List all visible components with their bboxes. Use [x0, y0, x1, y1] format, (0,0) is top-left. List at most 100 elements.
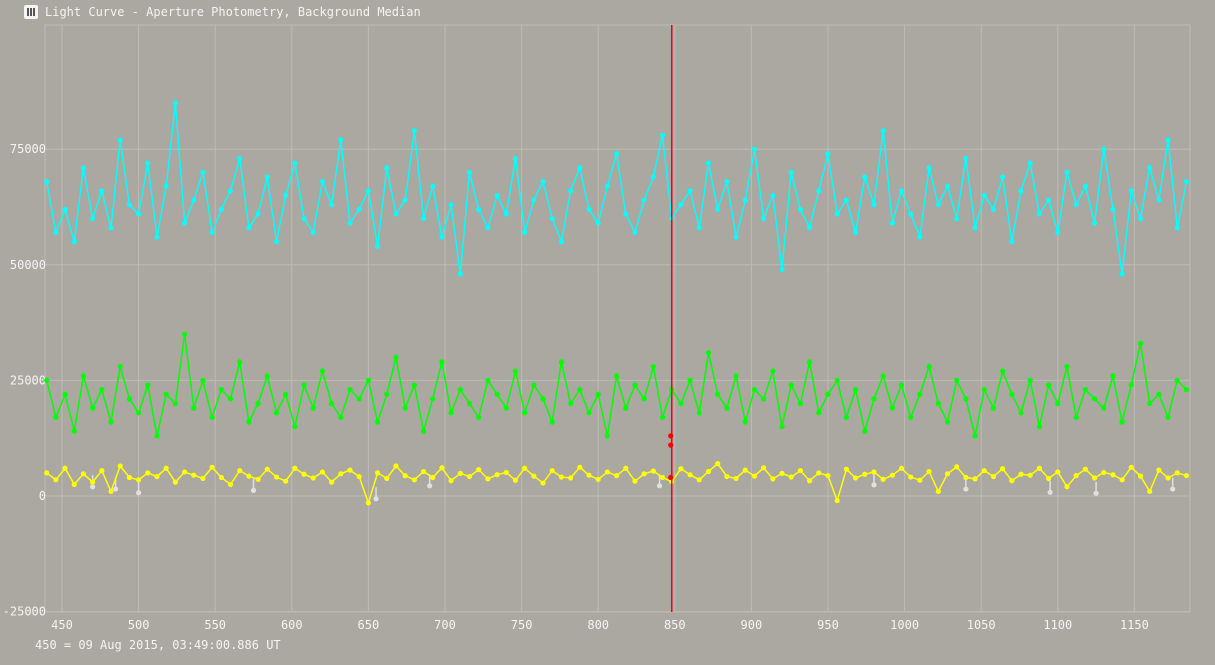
data-point	[393, 211, 399, 217]
data-point	[797, 467, 804, 474]
data-point	[751, 387, 758, 393]
data-point	[53, 229, 59, 236]
data-point	[181, 220, 188, 226]
data-point	[898, 465, 905, 471]
flagged-point	[373, 496, 379, 502]
data-point	[779, 470, 785, 476]
data-point	[779, 266, 785, 273]
data-point	[963, 396, 969, 402]
data-point	[145, 470, 151, 476]
flagged-point	[1047, 489, 1053, 495]
y-tick-label: 50000	[10, 258, 46, 272]
data-point	[163, 391, 169, 397]
data-point	[751, 146, 758, 152]
data-point	[522, 229, 528, 236]
data-point	[981, 192, 987, 199]
data-point	[273, 474, 280, 480]
data-point	[816, 470, 822, 476]
flagged-point	[1093, 490, 1099, 496]
data-point	[246, 473, 252, 479]
x-axis-tick-labels: 450 500 550 600 650 700 750 800 850 900 950 1000 105…	[51, 618, 1149, 632]
data-point	[503, 469, 509, 476]
flagged-point	[871, 482, 877, 488]
data-point	[393, 354, 399, 360]
data-point	[531, 197, 537, 203]
data-point	[393, 463, 399, 469]
data-point	[273, 239, 280, 245]
data-point	[154, 473, 160, 480]
data-point	[604, 183, 610, 189]
x-tick-label: 650	[358, 618, 380, 632]
data-point	[1119, 271, 1125, 277]
data-point	[715, 461, 721, 467]
x-tick-label: 1150	[1120, 618, 1149, 632]
data-point	[797, 206, 804, 212]
data-point	[90, 405, 96, 411]
data-point	[1073, 414, 1079, 420]
data-point	[1009, 478, 1015, 484]
data-point	[457, 271, 463, 277]
data-point	[770, 476, 776, 482]
data-point	[1046, 382, 1052, 388]
data-point	[374, 419, 381, 425]
data-point	[623, 465, 629, 471]
data-point	[191, 472, 197, 478]
data-point	[1110, 472, 1116, 478]
data-point	[1128, 382, 1134, 388]
data-point	[568, 475, 574, 481]
data-point	[779, 424, 785, 430]
time-cursor[interactable]	[668, 25, 674, 612]
data-point	[1110, 206, 1116, 212]
data-point	[926, 468, 932, 475]
data-point	[889, 220, 895, 226]
data-point	[126, 396, 133, 402]
data-point	[935, 400, 941, 407]
data-point	[898, 188, 905, 194]
data-point	[1018, 410, 1024, 416]
data-point	[1101, 469, 1107, 476]
data-point	[788, 382, 794, 388]
data-point	[62, 206, 68, 212]
data-point	[1046, 197, 1052, 203]
data-point	[807, 225, 813, 231]
data-point	[724, 473, 730, 480]
data-point	[650, 468, 656, 474]
data-point	[1064, 363, 1070, 370]
data-point	[90, 215, 96, 222]
data-point	[659, 132, 666, 138]
data-point	[430, 474, 436, 481]
data-point	[1064, 169, 1070, 175]
series-line	[45, 334, 1188, 437]
data-point	[80, 471, 87, 477]
data-point	[191, 405, 197, 411]
data-point	[319, 178, 326, 185]
data-point	[365, 188, 371, 194]
data-point	[237, 467, 243, 474]
data-point	[1110, 373, 1116, 379]
data-point	[1147, 488, 1153, 494]
data-point	[466, 473, 473, 480]
data-point	[1027, 160, 1033, 166]
data-point	[963, 474, 969, 481]
data-point	[954, 377, 960, 383]
data-point	[200, 377, 206, 383]
data-point	[724, 178, 730, 185]
data-point	[1036, 211, 1043, 217]
cursor-point	[668, 474, 674, 481]
data-point	[338, 137, 344, 143]
data-point	[292, 160, 298, 166]
data-point	[705, 468, 712, 475]
series-line	[45, 102, 1188, 275]
data-point	[908, 211, 914, 217]
data-point	[264, 174, 270, 180]
x-tick-label: 500	[128, 618, 150, 632]
y-tick-label: 25000	[10, 373, 46, 387]
data-point	[1009, 391, 1015, 397]
data-point	[577, 464, 583, 470]
data-point	[871, 202, 877, 208]
data-point	[108, 225, 114, 231]
data-point	[227, 188, 234, 194]
flagged-point	[1170, 486, 1176, 492]
data-point	[1046, 475, 1052, 482]
